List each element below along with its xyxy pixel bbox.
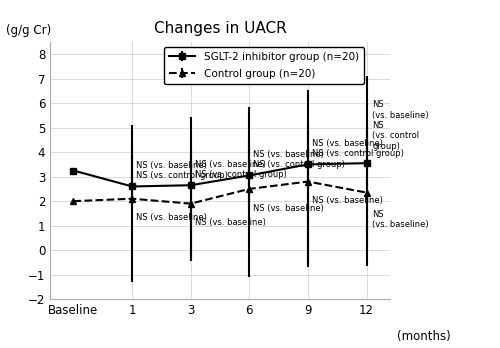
- Text: NS (vs. baseline)
NS (vs. control group): NS (vs. baseline) NS (vs. control group): [136, 161, 228, 180]
- Title: Changes in UACR: Changes in UACR: [154, 22, 286, 37]
- Text: (months): (months): [397, 330, 450, 343]
- Text: NS (vs. baseline)
NS (vs. control group): NS (vs. baseline) NS (vs. control group): [254, 150, 346, 169]
- Text: NS (vs. baseline): NS (vs. baseline): [136, 213, 207, 222]
- Text: NS (vs. baseline): NS (vs. baseline): [254, 204, 324, 213]
- Text: NS (vs. baseline)
NS (vs. control group): NS (vs. baseline) NS (vs. control group): [312, 139, 404, 158]
- Text: NS (vs. baseline): NS (vs. baseline): [312, 196, 383, 205]
- Text: (g/g Cr): (g/g Cr): [6, 24, 51, 37]
- Legend: SGLT-2 inhibitor group (n=20), Control group (n=20): SGLT-2 inhibitor group (n=20), Control g…: [164, 47, 364, 84]
- Text: NS (vs. baseline)
NS (vs. control group): NS (vs. baseline) NS (vs. control group): [195, 160, 286, 179]
- Text: NS (vs. baseline): NS (vs. baseline): [195, 218, 266, 227]
- Text: NS
(vs. baseline): NS (vs. baseline): [372, 210, 429, 229]
- Text: NS
(vs. baseline)
NS
(vs. control
group): NS (vs. baseline) NS (vs. control group): [372, 100, 429, 151]
